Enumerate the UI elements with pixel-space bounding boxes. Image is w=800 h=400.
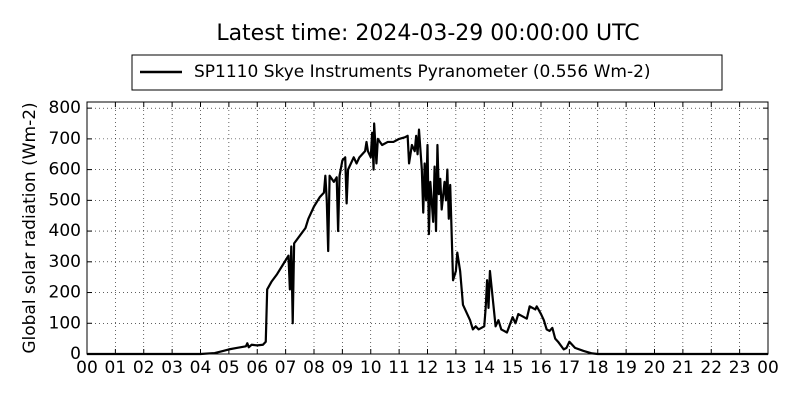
y-tick-label: 100 — [49, 313, 81, 333]
y-tick-label: 700 — [49, 129, 81, 149]
x-tick-label: 15 — [502, 358, 524, 378]
x-tick-label: 00 — [757, 358, 779, 378]
x-tick-label: 19 — [615, 358, 637, 378]
chart-title: Latest time: 2024-03-29 00:00:00 UTC — [216, 21, 639, 46]
series-line — [87, 122, 768, 356]
x-tick-label: 02 — [133, 358, 155, 378]
y-tick-label: 300 — [49, 252, 81, 272]
x-tick-label: 01 — [105, 358, 127, 378]
x-tick-label: 22 — [700, 358, 722, 378]
x-tick-label: 21 — [672, 358, 694, 378]
x-tick-label: 09 — [332, 358, 354, 378]
x-tick-label: 20 — [644, 358, 666, 378]
plot-frame — [86, 101, 769, 355]
x-tick-label: 14 — [473, 358, 495, 378]
x-tick-label: 11 — [388, 358, 410, 378]
x-tick-label: 10 — [360, 358, 382, 378]
x-tick-label: 03 — [161, 358, 183, 378]
x-tick-label: 12 — [417, 358, 439, 378]
x-tick-label: 07 — [275, 358, 297, 378]
y-axis-label: Global solar radiation (Wm-2) — [20, 102, 40, 353]
y-tick-label: 0 — [70, 344, 81, 364]
x-tick-label: 17 — [559, 358, 581, 378]
x-tick-label: 04 — [190, 358, 212, 378]
y-tick-label: 500 — [49, 190, 81, 210]
y-tick-label: 400 — [49, 221, 81, 241]
y-tick-label: 800 — [49, 98, 81, 118]
y-tick-label: 200 — [49, 283, 81, 303]
x-tick-label: 13 — [445, 358, 467, 378]
x-tick-label: 08 — [303, 358, 325, 378]
legend-box — [131, 54, 723, 91]
x-tick-label: 00 — [76, 358, 98, 378]
x-tick-label: 18 — [587, 358, 609, 378]
x-tick-label: 16 — [530, 358, 552, 378]
x-tick-label: 05 — [218, 358, 240, 378]
x-tick-label: 23 — [729, 358, 751, 378]
x-tick-label: 06 — [246, 358, 268, 378]
y-tick-label: 600 — [49, 160, 81, 180]
legend-label: SP1110 Skye Instruments Pyranometer (0.5… — [194, 62, 651, 82]
